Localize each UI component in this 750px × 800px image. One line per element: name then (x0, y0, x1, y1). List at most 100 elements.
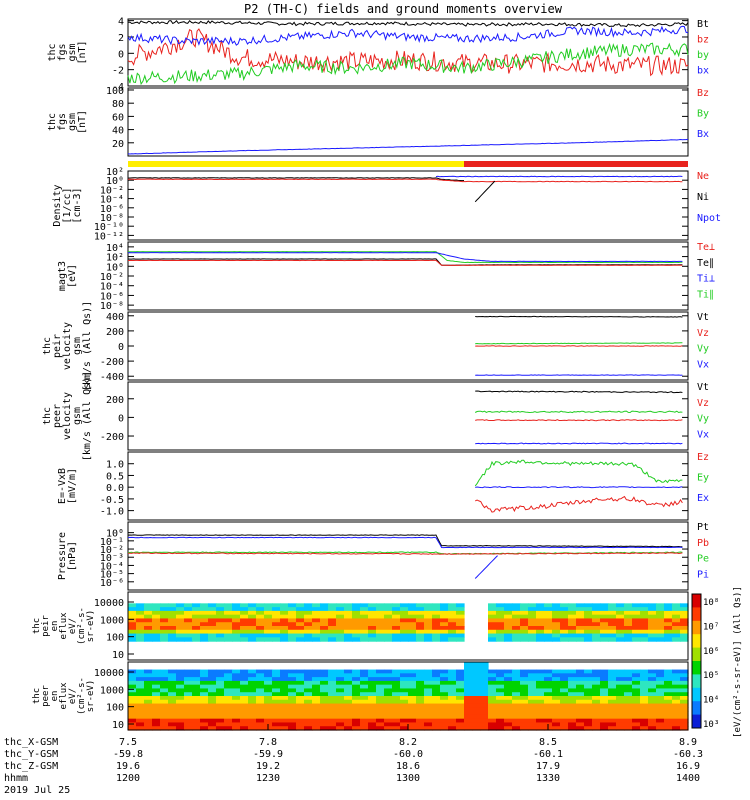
spec-ylabel-1-2: en (50, 691, 60, 702)
spec-cell-1-58-11 (592, 703, 601, 708)
spec-cell-0-17-3 (264, 603, 273, 608)
spec-cell-1-57-11 (584, 703, 593, 708)
spec-cell-1-25-16 (328, 722, 337, 727)
spec-cell-0-3-6 (152, 614, 161, 620)
spec-cell-0-6-11 (176, 633, 185, 638)
spec-cell-1-61-2 (616, 669, 625, 674)
spec-cell-0-69-8 (680, 622, 689, 627)
spec-cell-1-18-17 (272, 726, 281, 731)
spec-cell-1-21-13 (296, 711, 305, 716)
spec-cell-1-38-5 (432, 680, 441, 686)
spec-cell-1-2-15 (144, 718, 153, 724)
spec-cell-1-32-5 (384, 680, 393, 686)
spec-cell-1-61-15 (616, 718, 625, 724)
spec-cell-1-49-5 (520, 680, 529, 686)
tick-label-efield-2: 0.0 (106, 483, 124, 494)
spec-cell-1-17-15 (264, 718, 273, 724)
spec-cell-1-5-16 (168, 722, 177, 727)
colorbar-step-2 (692, 600, 701, 605)
spec-cell-1-34-10 (400, 699, 409, 705)
spec-cell-1-27-15 (344, 718, 353, 724)
spec-cell-1-62-7 (624, 688, 633, 693)
spec-cell-0-16-4 (256, 607, 265, 612)
spec-cell-1-21-7 (296, 688, 305, 693)
spec-cell-0-60-7 (608, 618, 617, 623)
spec-cell-1-64-9 (640, 696, 649, 701)
spec-cell-1-38-12 (432, 707, 441, 712)
tick-label-peir-vel-1: 200 (106, 327, 124, 338)
spec-cell-1-63-11 (632, 703, 641, 708)
spec-cell-1-13-10 (232, 699, 241, 705)
spec-cell-1-5-5 (168, 680, 177, 686)
spec-cell-0-56-10 (576, 629, 585, 635)
spec-cell-0-34-5 (400, 610, 409, 616)
spec-cell-1-28-4 (352, 677, 361, 682)
tick-label-fgs-3: -2 (112, 66, 124, 77)
spec-cell-1-63-6 (632, 684, 641, 690)
spec-cell-0-4-7 (160, 618, 169, 623)
spec-cell-0-25-5 (328, 610, 337, 616)
spec-cell-1-48-15 (512, 718, 521, 724)
tick-label-temp-5: 10⁻⁶ (100, 291, 124, 302)
spec-cell-1-43-9 (472, 696, 481, 701)
spec-cell-1-25-5 (328, 680, 337, 686)
spec-cell-1-57-6 (584, 684, 593, 690)
spec-cell-1-28-11 (352, 703, 361, 708)
spec-cell-0-48-10 (512, 629, 521, 635)
panel-frame-peer-vel (127, 381, 689, 451)
spec-cell-1-34-9 (400, 696, 409, 701)
spec-cell-1-59-9 (600, 696, 609, 701)
spec-cell-1-12-14 (224, 714, 233, 720)
spec-cell-0-31-4 (376, 607, 385, 612)
spec-cell-0-17-7 (264, 618, 273, 623)
spec-cell-0-7-6 (184, 614, 193, 620)
spec-cell-0-64-3 (640, 603, 649, 608)
tick-label-density-0: 10² (106, 167, 124, 178)
colorbar-step-9 (692, 624, 701, 628)
spec-cell-1-43-4 (472, 677, 481, 682)
legend-temp-1: Te∥ (697, 258, 714, 269)
spec-cell-0-31-10 (376, 629, 385, 635)
spec-cell-1-61-5 (616, 680, 625, 686)
spec-cell-1-68-5 (672, 680, 681, 686)
spec-cell-1-17-7 (264, 688, 273, 693)
spec-cell-1-9-14 (200, 714, 209, 720)
spec-cell-1-57-10 (584, 699, 593, 705)
spec-cell-1-67-12 (664, 707, 673, 712)
spec-cell-1-66-7 (656, 688, 665, 693)
spec-cell-1-9-5 (200, 680, 209, 686)
spec-cell-0-21-6 (296, 614, 305, 620)
spec-cell-1-22-13 (304, 711, 313, 716)
spec-cell-1-42-11 (464, 703, 473, 708)
ylabel-peer-vel-4: [km/s (All Qs)] (82, 371, 93, 461)
spec-cell-1-59-15 (600, 718, 609, 724)
spec-cell-1-55-13 (568, 711, 577, 716)
spec-cell-0-3-3 (152, 603, 161, 608)
spec-cell-1-59-14 (600, 714, 609, 720)
spec-cell-0-48-5 (512, 610, 521, 616)
spec-cell-0-50-3 (528, 603, 537, 608)
spec-cell-0-34-11 (400, 633, 409, 638)
tick-label-density-2: 10⁻² (100, 185, 124, 196)
spec-cell-1-29-8 (360, 692, 369, 697)
spec-cell-1-53-14 (552, 714, 561, 720)
spec-cell-1-8-12 (192, 707, 201, 712)
spec-cell-1-63-12 (632, 707, 641, 712)
spec-cell-0-61-4 (616, 607, 625, 612)
spec-cell-1-66-10 (656, 699, 665, 705)
spec-cell-1-44-5 (480, 680, 489, 686)
spec-cell-0-14-11 (240, 633, 249, 638)
spec-cell-0-63-12 (632, 637, 641, 642)
spec-cell-1-14-11 (240, 703, 249, 708)
spec-cell-0-23-4 (312, 607, 321, 612)
spec-cell-1-61-7 (616, 688, 625, 693)
spec-cell-0-62-9 (624, 626, 633, 631)
spec-cell-0-27-8 (344, 622, 353, 627)
spec-cell-1-1-12 (136, 707, 145, 712)
spec-tick-label-0-2: 100 (106, 633, 124, 644)
spec-cell-0-51-5 (536, 610, 545, 616)
spec-cell-0-21-11 (296, 633, 305, 638)
spec-cell-0-55-4 (568, 607, 577, 612)
legend-density-1: Ni (697, 192, 709, 203)
